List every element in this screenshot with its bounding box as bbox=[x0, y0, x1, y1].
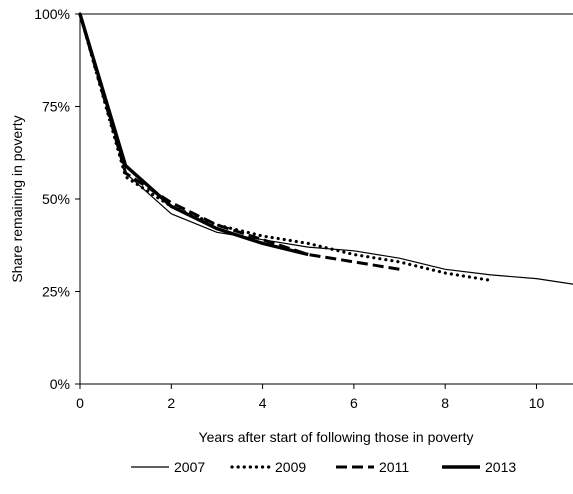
legend-label-2013: 2013 bbox=[485, 459, 516, 475]
x-tick-label: 10 bbox=[529, 395, 545, 411]
series-line-2009 bbox=[78, 12, 493, 282]
y-tick-label: 75% bbox=[42, 99, 70, 115]
y-axis-label: Share remaining in poverty bbox=[9, 115, 25, 282]
x-tick-label: 8 bbox=[441, 395, 449, 411]
y-tick-label: 100% bbox=[34, 6, 70, 22]
y-ticks: 0% 25% 50% 75% 100% bbox=[34, 6, 80, 392]
series-line-2007 bbox=[79, 13, 573, 285]
x-tick-label: 2 bbox=[167, 395, 175, 411]
x-axis-label: Years after start of following those in … bbox=[199, 429, 474, 445]
x-tick-label: 6 bbox=[350, 395, 358, 411]
x-tick-label: 4 bbox=[259, 395, 267, 411]
y-tick-label: 0% bbox=[50, 376, 70, 392]
y-tick-label: 50% bbox=[42, 191, 70, 207]
legend-label-2007: 2007 bbox=[174, 459, 205, 475]
x-ticks: 0 2 4 6 8 10 bbox=[76, 384, 544, 411]
series-line-2013 bbox=[78, 13, 309, 257]
y-tick-label: 25% bbox=[42, 284, 70, 300]
series-line-2011 bbox=[78, 13, 400, 271]
legend: 2007 2009 2011 2013 bbox=[131, 459, 516, 475]
legend-label-2011: 2011 bbox=[379, 459, 409, 475]
legend-label-2009: 2009 bbox=[275, 459, 306, 475]
x-tick-label: 0 bbox=[76, 395, 84, 411]
series-lines bbox=[78, 12, 573, 285]
